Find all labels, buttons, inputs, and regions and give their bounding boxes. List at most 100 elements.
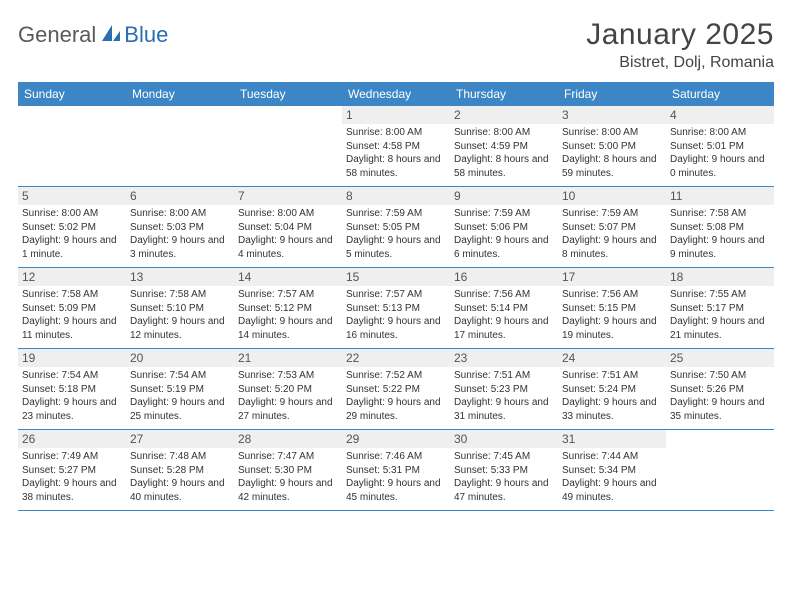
day-number: 28 — [234, 430, 342, 448]
sunset-text: Sunset: 5:04 PM — [238, 221, 338, 235]
daylight-text: Daylight: 9 hours and 14 minutes. — [238, 315, 338, 342]
day-cell: 21Sunrise: 7:53 AMSunset: 5:20 PMDayligh… — [234, 349, 342, 429]
day-info: Sunrise: 7:46 AMSunset: 5:31 PMDaylight:… — [346, 450, 446, 504]
day-info: Sunrise: 7:52 AMSunset: 5:22 PMDaylight:… — [346, 369, 446, 423]
weekday-header-row: Sunday Monday Tuesday Wednesday Thursday… — [18, 82, 774, 106]
daylight-text: Daylight: 9 hours and 49 minutes. — [562, 477, 662, 504]
sunrise-text: Sunrise: 7:52 AM — [346, 369, 446, 383]
sunset-text: Sunset: 5:05 PM — [346, 221, 446, 235]
title-block: January 2025 Bistret, Dolj, Romania — [586, 18, 774, 72]
day-number: 15 — [342, 268, 450, 286]
daylight-text: Daylight: 9 hours and 23 minutes. — [22, 396, 122, 423]
daylight-text: Daylight: 9 hours and 6 minutes. — [454, 234, 554, 261]
daylight-text: Daylight: 8 hours and 58 minutes. — [454, 153, 554, 180]
sunset-text: Sunset: 5:22 PM — [346, 383, 446, 397]
day-info: Sunrise: 7:54 AMSunset: 5:19 PMDaylight:… — [130, 369, 230, 423]
daylight-text: Daylight: 9 hours and 16 minutes. — [346, 315, 446, 342]
sunrise-text: Sunrise: 7:58 AM — [130, 288, 230, 302]
day-cell: 29 Sunrise: 7:46 AMSunset: 5:31 PMDayligh… — [342, 430, 450, 510]
sunset-text: Sunset: 5:09 PM — [22, 302, 122, 316]
sunrise-text: Sunrise: 7:59 AM — [346, 207, 446, 221]
daylight-text: Daylight: 9 hours and 35 minutes. — [670, 396, 770, 423]
day-cell: 5Sunrise: 8:00 AMSunset: 5:02 PMDaylight… — [18, 187, 126, 267]
daylight-text: Daylight: 9 hours and 29 minutes. — [346, 396, 446, 423]
sunrise-text: Sunrise: 7:46 AM — [346, 450, 446, 464]
day-number: 21 — [234, 349, 342, 367]
sunset-text: Sunset: 5:23 PM — [454, 383, 554, 397]
daylight-text: Daylight: 9 hours and 38 minutes. — [22, 477, 122, 504]
sunrise-text: Sunrise: 7:50 AM — [670, 369, 770, 383]
day-info: Sunrise: 7:57 AMSunset: 5:12 PMDaylight:… — [238, 288, 338, 342]
sunset-text: Sunset: 5:03 PM — [130, 221, 230, 235]
daylight-text: Daylight: 9 hours and 40 minutes. — [130, 477, 230, 504]
sunrise-text: Sunrise: 7:58 AM — [22, 288, 122, 302]
day-number: 29 — [342, 430, 450, 448]
day-cell — [666, 430, 774, 510]
daylight-text: Daylight: 9 hours and 4 minutes. — [238, 234, 338, 261]
daylight-text: Daylight: 8 hours and 58 minutes. — [346, 153, 446, 180]
day-cell: 11Sunrise: 7:58 AMSunset: 5:08 PMDayligh… — [666, 187, 774, 267]
day-info: Sunrise: 7:49 AMSunset: 5:27 PMDaylight:… — [22, 450, 122, 504]
sunset-text: Sunset: 5:14 PM — [454, 302, 554, 316]
sunset-text: Sunset: 5:24 PM — [562, 383, 662, 397]
day-cell: 4Sunrise: 8:00 AMSunset: 5:01 PMDaylight… — [666, 106, 774, 186]
day-cell: 20Sunrise: 7:54 AMSunset: 5:19 PMDayligh… — [126, 349, 234, 429]
day-cell — [126, 106, 234, 186]
day-info: Sunrise: 8:00 AMSunset: 5:01 PMDaylight:… — [670, 126, 770, 180]
day-number: 2 — [450, 106, 558, 124]
week-row: 5Sunrise: 8:00 AMSunset: 5:02 PMDaylight… — [18, 187, 774, 268]
sunset-text: Sunset: 5:12 PM — [238, 302, 338, 316]
weekday-header: Wednesday — [342, 82, 450, 106]
sunrise-text: Sunrise: 7:44 AM — [562, 450, 662, 464]
day-cell: 16Sunrise: 7:56 AMSunset: 5:14 PMDayligh… — [450, 268, 558, 348]
day-info: Sunrise: 7:59 AMSunset: 5:06 PMDaylight:… — [454, 207, 554, 261]
sunset-text: Sunset: 4:58 PM — [346, 140, 446, 154]
day-cell: 24Sunrise: 7:51 AMSunset: 5:24 PMDayligh… — [558, 349, 666, 429]
day-number: 9 — [450, 187, 558, 205]
logo: General Blue — [18, 22, 168, 48]
week-row: 1 Sunrise: 8:00 AMSunset: 4:58 PMDaylight… — [18, 106, 774, 187]
day-info: Sunrise: 7:59 AMSunset: 5:07 PMDaylight:… — [562, 207, 662, 261]
day-info: Sunrise: 7:59 AMSunset: 5:05 PMDaylight:… — [346, 207, 446, 261]
day-info: Sunrise: 8:00 AMSunset: 4:58 PMDaylight:… — [346, 126, 446, 180]
day-cell: 9 Sunrise: 7:59 AMSunset: 5:06 PMDaylight… — [450, 187, 558, 267]
day-cell: 22Sunrise: 7:52 AMSunset: 5:22 PMDayligh… — [342, 349, 450, 429]
sunrise-text: Sunrise: 8:00 AM — [22, 207, 122, 221]
day-number: 30 — [450, 430, 558, 448]
sunrise-text: Sunrise: 7:56 AM — [562, 288, 662, 302]
day-cell: 26Sunrise: 7:49 AMSunset: 5:27 PMDayligh… — [18, 430, 126, 510]
sunset-text: Sunset: 5:00 PM — [562, 140, 662, 154]
sunset-text: Sunset: 5:13 PM — [346, 302, 446, 316]
sunrise-text: Sunrise: 8:00 AM — [238, 207, 338, 221]
day-info: Sunrise: 7:50 AMSunset: 5:26 PMDaylight:… — [670, 369, 770, 423]
weekday-header: Friday — [558, 82, 666, 106]
day-number: 8 — [342, 187, 450, 205]
day-number: 31 — [558, 430, 666, 448]
daylight-text: Daylight: 9 hours and 8 minutes. — [562, 234, 662, 261]
calendar-grid: Sunday Monday Tuesday Wednesday Thursday… — [18, 82, 774, 511]
day-cell: 27Sunrise: 7:48 AMSunset: 5:28 PMDayligh… — [126, 430, 234, 510]
day-number: 1 — [342, 106, 450, 124]
daylight-text: Daylight: 9 hours and 11 minutes. — [22, 315, 122, 342]
day-info: Sunrise: 7:58 AMSunset: 5:09 PMDaylight:… — [22, 288, 122, 342]
daylight-text: Daylight: 9 hours and 17 minutes. — [454, 315, 554, 342]
day-number: 7 — [234, 187, 342, 205]
day-number: 23 — [450, 349, 558, 367]
sunset-text: Sunset: 5:30 PM — [238, 464, 338, 478]
daylight-text: Daylight: 9 hours and 45 minutes. — [346, 477, 446, 504]
sunset-text: Sunset: 5:02 PM — [22, 221, 122, 235]
calendar-page: General Blue January 2025 Bistret, Dolj,… — [0, 0, 792, 511]
day-cell: 8 Sunrise: 7:59 AMSunset: 5:05 PMDaylight… — [342, 187, 450, 267]
daylight-text: Daylight: 9 hours and 12 minutes. — [130, 315, 230, 342]
day-cell: 30Sunrise: 7:45 AMSunset: 5:33 PMDayligh… — [450, 430, 558, 510]
daylight-text: Daylight: 9 hours and 31 minutes. — [454, 396, 554, 423]
day-number: 16 — [450, 268, 558, 286]
logo-sail-icon — [100, 23, 122, 48]
day-info: Sunrise: 7:47 AMSunset: 5:30 PMDaylight:… — [238, 450, 338, 504]
daylight-text: Daylight: 9 hours and 27 minutes. — [238, 396, 338, 423]
daylight-text: Daylight: 9 hours and 47 minutes. — [454, 477, 554, 504]
day-number: 27 — [126, 430, 234, 448]
sunset-text: Sunset: 5:34 PM — [562, 464, 662, 478]
page-header: General Blue January 2025 Bistret, Dolj,… — [18, 18, 774, 72]
day-number: 5 — [18, 187, 126, 205]
